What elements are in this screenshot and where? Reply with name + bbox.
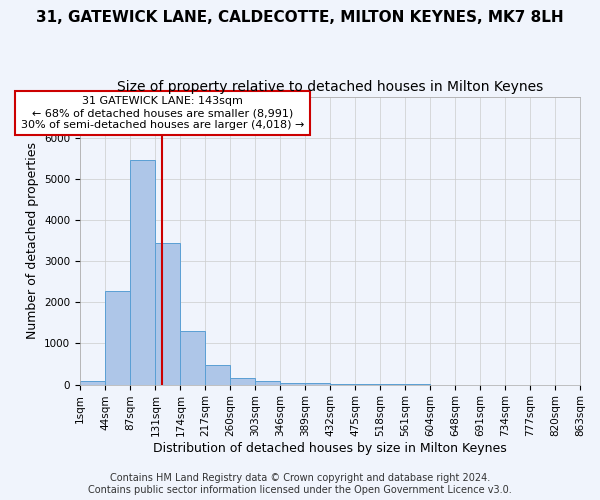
Bar: [80, 381, 105, 384]
Title: Size of property relative to detached houses in Milton Keynes: Size of property relative to detached ho…: [117, 80, 543, 94]
Bar: [105, 291, 130, 384]
Bar: [181, 330, 205, 384]
Bar: [230, 378, 255, 384]
Bar: [280, 382, 305, 384]
Y-axis label: Number of detached properties: Number of detached properties: [26, 142, 38, 339]
Bar: [255, 381, 280, 384]
Bar: [205, 366, 230, 384]
Bar: [155, 244, 181, 384]
X-axis label: Distribution of detached houses by size in Milton Keynes: Distribution of detached houses by size …: [153, 442, 507, 455]
Text: Contains HM Land Registry data © Crown copyright and database right 2024.
Contai: Contains HM Land Registry data © Crown c…: [88, 474, 512, 495]
Text: 31, GATEWICK LANE, CALDECOTTE, MILTON KEYNES, MK7 8LH: 31, GATEWICK LANE, CALDECOTTE, MILTON KE…: [36, 10, 564, 25]
Text: 31 GATEWICK LANE: 143sqm
← 68% of detached houses are smaller (8,991)
30% of sem: 31 GATEWICK LANE: 143sqm ← 68% of detach…: [21, 96, 304, 130]
Bar: [130, 160, 155, 384]
